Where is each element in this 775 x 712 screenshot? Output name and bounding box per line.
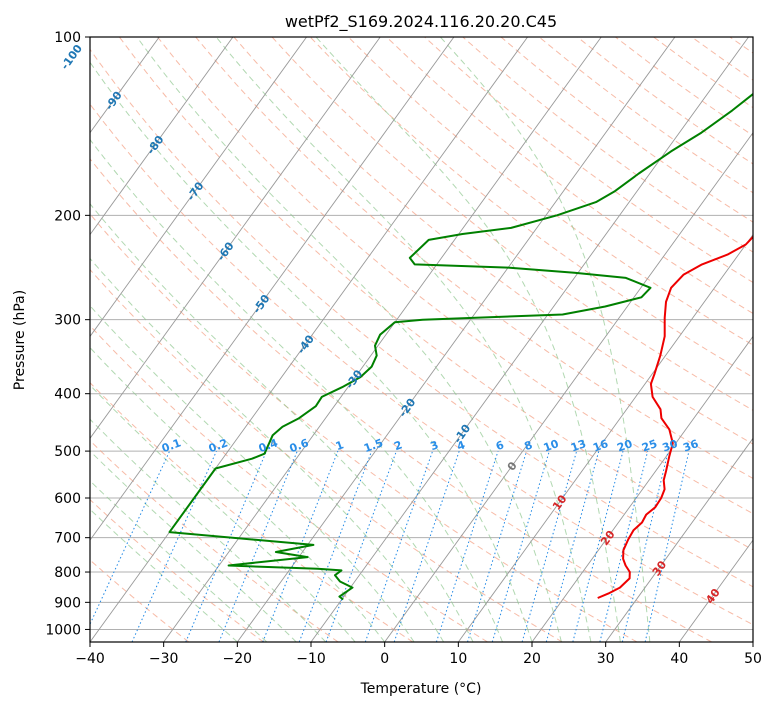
x-tick-label: 0	[380, 651, 389, 667]
y-tick-label: 700	[54, 531, 81, 547]
x-tick-label: 20	[523, 651, 541, 667]
x-tick-label: −20	[223, 651, 253, 667]
chart-title: wetPf2_S169.2024.116.20.20.C45	[285, 12, 557, 32]
x-tick-label: 40	[670, 651, 688, 667]
y-tick-label: 400	[54, 387, 81, 403]
x-tick-label: −40	[75, 651, 105, 667]
y-tick-label: 100	[54, 30, 81, 46]
y-tick-label: 800	[54, 565, 81, 581]
y-tick-label: 600	[54, 491, 81, 507]
y-tick-label: 500	[54, 444, 81, 460]
y-tick-label: 200	[54, 208, 81, 224]
x-tick-label: 10	[449, 651, 467, 667]
y-tick-label: 300	[54, 313, 81, 329]
x-axis-label: Temperature (°C)	[360, 681, 482, 697]
x-tick-label: 50	[744, 651, 762, 667]
y-axis-label: Pressure (hPa)	[12, 290, 28, 390]
x-tick-label: −30	[149, 651, 179, 667]
x-tick-label: 30	[597, 651, 615, 667]
x-tick-label: −10	[296, 651, 326, 667]
y-tick-label: 900	[54, 595, 81, 611]
y-tick-label: 1000	[45, 622, 81, 638]
